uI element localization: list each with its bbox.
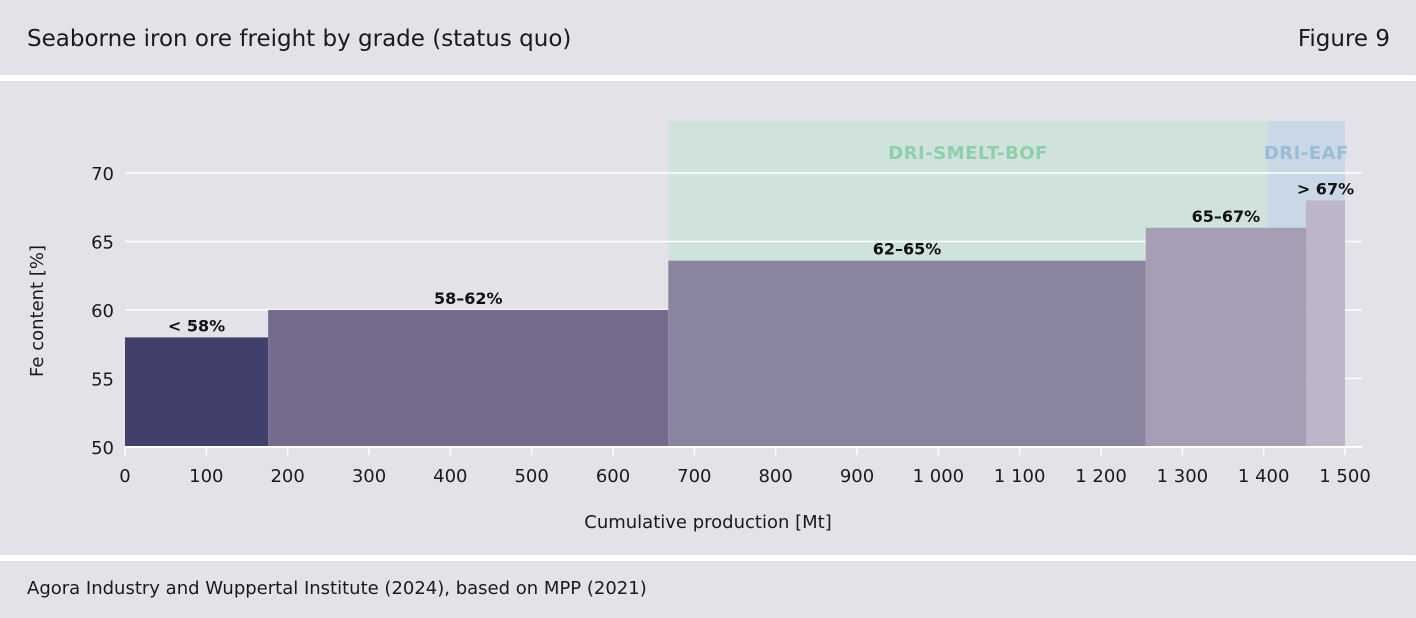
x-axis-title: Cumulative production [Mt] <box>584 512 831 533</box>
labels-layer: DRI-SMELT-BOF DRI-EAF < 58% 58–62% 62–65% 65–… <box>168 143 1354 335</box>
bar-label: > 67% <box>1297 179 1354 198</box>
bars-layer <box>125 200 1345 447</box>
x-tick-label: 900 <box>840 466 874 487</box>
footer-panel: Agora Industry and Wuppertal Institute (… <box>0 561 1416 618</box>
plot-panel: 0 100 200 300 400 500 600 700 800 900 1 000 1 100 1 … <box>0 81 1416 555</box>
y-tick-label: 60 <box>91 301 114 322</box>
y-axis-title: Fe content [%] <box>27 245 48 377</box>
x-tick-label: 1 000 <box>913 466 965 487</box>
figure-label: Figure 9 <box>1297 26 1390 52</box>
bar <box>125 337 269 447</box>
x-tick-label: 100 <box>189 466 223 487</box>
y-tick-label: 70 <box>91 164 114 185</box>
bar-label: 65–67% <box>1192 207 1261 226</box>
x-tick-label: 300 <box>352 466 386 487</box>
x-tick-label: 200 <box>270 466 304 487</box>
y-tick-label: 50 <box>91 438 114 459</box>
x-tick-label: 700 <box>677 466 711 487</box>
x-tick-label: 1 300 <box>1157 466 1209 487</box>
x-tick-label: 1 500 <box>1319 466 1371 487</box>
bar <box>1305 200 1345 447</box>
x-tick-label: 600 <box>596 466 630 487</box>
x-tick-label: 0 <box>119 466 130 487</box>
bar-label: 58–62% <box>434 289 503 308</box>
region-label: DRI-SMELT-BOF <box>888 143 1048 164</box>
x-tick-label: 500 <box>514 466 548 487</box>
chart: 0 100 200 300 400 500 600 700 800 900 1 000 1 100 1 … <box>27 121 1371 533</box>
y-tick-label: 55 <box>91 370 114 391</box>
source-note: Agora Industry and Wuppertal Institute (… <box>27 578 647 599</box>
bar <box>668 260 1146 447</box>
y-tick-label: 65 <box>91 233 114 254</box>
x-tick-label: 1 400 <box>1238 466 1290 487</box>
header-panel: Seaborne iron ore freight by grade (stat… <box>0 0 1416 75</box>
x-tick-label: 1 100 <box>994 466 1046 487</box>
x-tick-label: 800 <box>758 466 792 487</box>
bar-label: 62–65% <box>873 240 942 259</box>
bar-label: < 58% <box>168 316 225 335</box>
x-tick-label: 400 <box>433 466 467 487</box>
x-tick-label: 1 200 <box>1075 466 1127 487</box>
axis-layer: 0 100 200 300 400 500 600 700 800 900 1 000 1 100 1 … <box>91 164 1371 487</box>
region-label: DRI-EAF <box>1264 143 1349 164</box>
bar <box>1145 227 1306 447</box>
chart-title: Seaborne iron ore freight by grade (stat… <box>27 26 572 52</box>
bar <box>268 310 669 447</box>
